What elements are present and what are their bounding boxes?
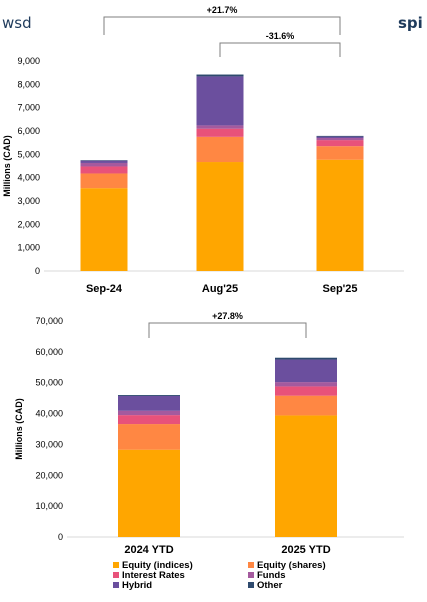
x-category-label: Sep'25 xyxy=(322,283,357,295)
legend-label: Interest Rates xyxy=(122,570,185,581)
legend-label: Other xyxy=(257,580,283,591)
change-bracket xyxy=(148,322,307,338)
bar-segment xyxy=(196,74,244,77)
y-tick-label: 30,000 xyxy=(35,439,63,449)
y-axis-label: Millions (CAD) xyxy=(14,398,24,460)
bar-segment xyxy=(316,136,364,138)
bar-segment xyxy=(275,359,337,383)
change-label: +21.7% xyxy=(207,5,238,15)
bar-segment xyxy=(196,136,244,163)
x-category-label: 2024 YTD xyxy=(124,544,173,556)
legend-label: Equity (indices) xyxy=(122,560,193,571)
bar-segment xyxy=(275,415,337,537)
y-tick-label: 3,000 xyxy=(17,196,40,206)
legend-swatch xyxy=(248,572,254,578)
bar-segment xyxy=(275,386,337,396)
y-tick-label: 2,000 xyxy=(17,219,40,229)
change-bracket xyxy=(103,16,341,35)
legend-swatch xyxy=(113,582,119,588)
y-tick-label: 5,000 xyxy=(17,149,40,159)
legend-label: Hybrid xyxy=(122,580,152,591)
monthly-bar-chart: 0 1,000 2,000 3,000 4,000 5,000 6,000 7,000 8,00… xyxy=(2,5,404,295)
bar-segment xyxy=(316,138,364,141)
bar-segment xyxy=(80,162,128,167)
bar-segment xyxy=(80,160,128,163)
legend-label: Funds xyxy=(257,570,286,581)
y-tick-label: 60,000 xyxy=(35,347,63,357)
y-tick-label: 6,000 xyxy=(17,126,40,136)
y-tick-label: 70,000 xyxy=(35,316,63,326)
legend-swatch xyxy=(113,562,119,568)
bar-segment xyxy=(316,135,364,137)
x-category-label: Aug'25 xyxy=(202,283,238,295)
bar-segment xyxy=(118,410,180,416)
bar-segment xyxy=(196,162,244,271)
y-tick-label: 9,000 xyxy=(17,56,40,66)
bar-segment xyxy=(196,125,244,129)
bar-segment xyxy=(196,128,244,137)
bar-segment xyxy=(118,395,180,411)
y-tick-label: 0 xyxy=(58,532,63,542)
y-tick-label: 1,000 xyxy=(17,243,40,253)
y-tick-label: 0 xyxy=(35,266,40,276)
bar-segment xyxy=(118,415,180,425)
bar-segment xyxy=(275,357,337,360)
bar-segment xyxy=(80,166,128,174)
change-label: -31.6% xyxy=(266,31,295,41)
y-tick-label: 7,000 xyxy=(17,103,40,113)
y-tick-label: 20,000 xyxy=(35,470,63,480)
x-category-label: 2025 YTD xyxy=(281,544,330,556)
bar-segment xyxy=(275,382,337,387)
y-tick-label: 4,000 xyxy=(17,173,40,183)
y-axis-label: Millions (CAD) xyxy=(2,135,12,197)
change-label: +27.8% xyxy=(212,311,243,321)
bar-segment xyxy=(275,395,337,416)
legend-swatch xyxy=(113,572,119,578)
bar-segment xyxy=(196,76,244,126)
bar-segment xyxy=(118,449,180,537)
y-tick-label: 10,000 xyxy=(35,501,63,511)
y-tick-label: 8,000 xyxy=(17,79,40,89)
y-tick-label: 40,000 xyxy=(35,409,63,419)
brand-logo-left: wsd xyxy=(2,14,32,32)
legend-label: Equity (shares) xyxy=(257,560,326,571)
bar-segment xyxy=(118,424,180,450)
brand-logo-right: spi xyxy=(398,14,423,32)
bar-segment xyxy=(316,146,364,160)
bar-segment xyxy=(316,140,364,147)
bar-segment xyxy=(80,173,128,189)
bar-segment xyxy=(80,188,128,271)
legend-swatch xyxy=(248,562,254,568)
bar-segment xyxy=(316,159,364,271)
y-tick-label: 50,000 xyxy=(35,378,63,388)
bar-segment xyxy=(118,395,180,396)
legend-swatch xyxy=(248,582,254,588)
change-bracket xyxy=(219,42,341,57)
x-category-label: Sep-24 xyxy=(86,283,123,295)
